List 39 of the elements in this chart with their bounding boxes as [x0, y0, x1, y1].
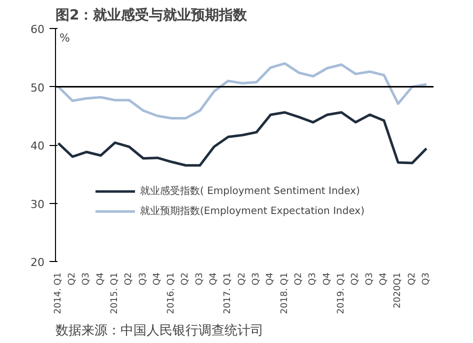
source-note: 数据来源：中国人民银行调查统计司 [56, 324, 264, 338]
x-tick-label: Q2 [294, 272, 304, 286]
line-series [57, 62, 428, 120]
x-tick-label: Q2 [407, 272, 418, 286]
x-tick-label: Q3 [138, 272, 148, 286]
x-tick-label: Q2 [237, 272, 248, 286]
x-tick-label: Q2 [180, 272, 191, 286]
x-tick-label: 2019. Q1 [336, 272, 346, 314]
x-tick-label: 2018. Q1 [280, 272, 290, 314]
y-tick-label: 60 [30, 23, 45, 36]
y-axis-title: % [60, 32, 70, 44]
x-tick-label: 2015. Q1 [110, 272, 120, 314]
x-tick-label: Q2 [124, 272, 134, 286]
legend-label: 就业预期指数(Employment Expectation Index) [140, 204, 365, 218]
chart-title: 图2：就业感受与就业预期指数 [56, 8, 248, 24]
x-tick-label: Q4 [266, 272, 276, 286]
x-tick-label: 2017. Q1 [223, 272, 234, 314]
y-tick-label: 50 [30, 81, 45, 94]
x-tick-label: Q3 [194, 272, 205, 286]
legend-label: 就业感受指数( Employment Sentiment Index) [140, 184, 360, 198]
x-tick-label: Q3 [252, 272, 262, 286]
x-tick-label: Q2 [67, 272, 78, 286]
y-tick-label: 20 [30, 256, 45, 269]
x-tick-label: Q4 [152, 272, 162, 286]
line-series [57, 111, 428, 167]
x-tick-label: 2020Q1 [393, 272, 404, 308]
x-tick-label: Q3 [308, 272, 318, 286]
x-tick-label: 2016. Q1 [166, 272, 177, 314]
y-tick-label: 40 [30, 140, 45, 152]
x-tick-label: Q3 [82, 272, 92, 286]
x-tick-label: 2014. Q1 [53, 272, 64, 314]
x-tick-label: Q4 [96, 272, 106, 286]
y-tick-label: 30 [30, 198, 45, 211]
x-tick-label: Q3 [421, 272, 432, 286]
x-tick-label: Q3 [364, 272, 375, 286]
x-tick-label: Q4 [209, 272, 220, 286]
x-tick-label: Q4 [378, 272, 389, 286]
x-tick-label: Q4 [322, 272, 332, 286]
x-tick-label: Q2 [350, 272, 361, 286]
